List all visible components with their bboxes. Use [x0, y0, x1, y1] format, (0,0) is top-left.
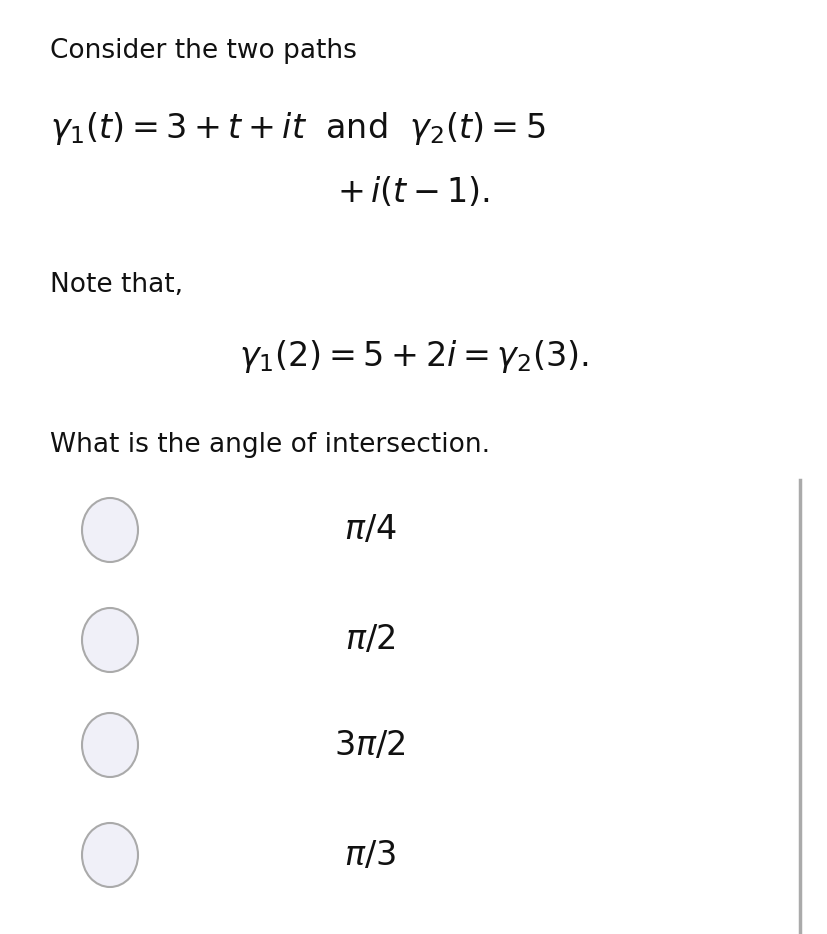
Ellipse shape — [82, 608, 138, 672]
Ellipse shape — [82, 498, 138, 562]
Text: $\pi/3$: $\pi/3$ — [343, 839, 395, 871]
Text: $\pi/4$: $\pi/4$ — [343, 514, 396, 546]
Ellipse shape — [82, 823, 138, 887]
Ellipse shape — [82, 713, 138, 777]
Text: $\pi/2$: $\pi/2$ — [345, 624, 394, 657]
Text: Consider the two paths: Consider the two paths — [50, 38, 356, 64]
Text: What is the angle of intersection.: What is the angle of intersection. — [50, 432, 490, 458]
Text: Note that,: Note that, — [50, 272, 183, 298]
Text: $+ \, i(t - 1).$: $+ \, i(t - 1).$ — [337, 175, 490, 209]
Text: $\gamma_1(2) = 5 + 2i = \gamma_2(3).$: $\gamma_1(2) = 5 + 2i = \gamma_2(3).$ — [239, 338, 588, 375]
Text: $\gamma_1(t) = 3 + t + it$  and  $\gamma_2(t) = 5$: $\gamma_1(t) = 3 + t + it$ and $\gamma_2… — [50, 110, 545, 147]
Text: $3\pi/2$: $3\pi/2$ — [334, 729, 405, 761]
